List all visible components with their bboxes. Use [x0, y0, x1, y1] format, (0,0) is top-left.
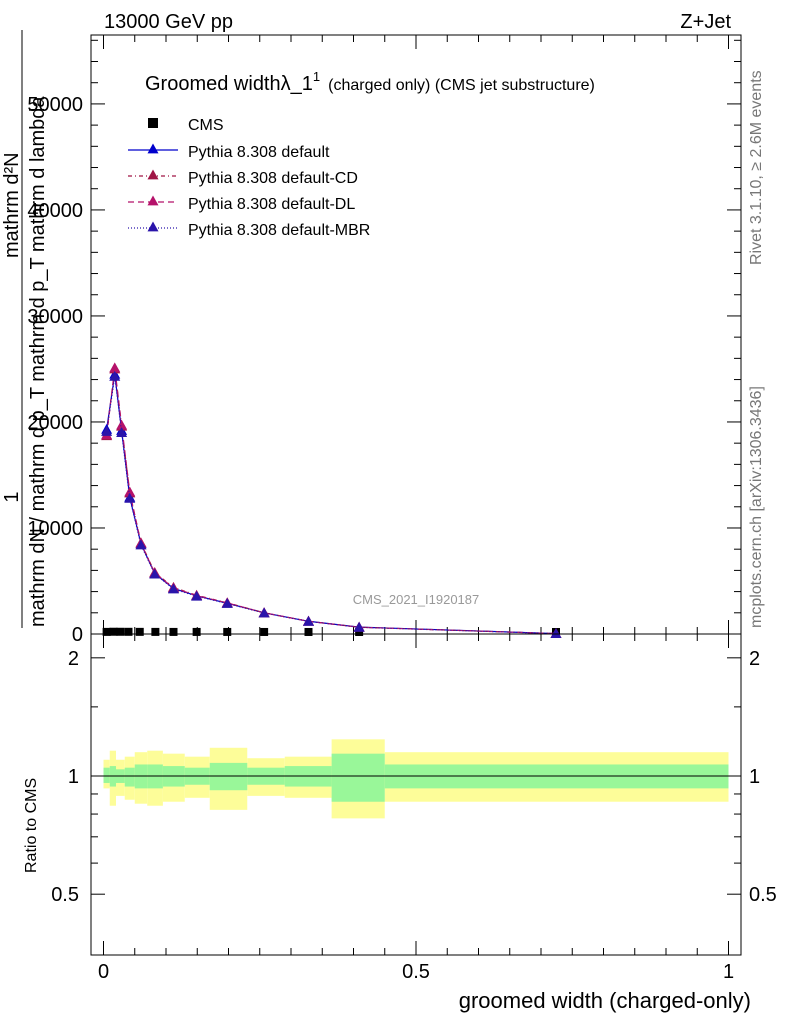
ratio-plot-panel: 0.5 0.51 12 2 0 0.5 1 [51, 633, 777, 983]
main-plot-panel: 0 10000 20000 30000 40000 50000 CMS_2021_I192… [27, 34, 742, 646]
cms-data-point [192, 627, 201, 636]
x-tick-label: 1 [723, 961, 734, 983]
cms-data-point [151, 627, 160, 636]
ratio-band-inner [103, 767, 110, 783]
ratio-y-ticks: 0.5 0.5 1 1 2 2 [51, 648, 777, 906]
series-marker [109, 370, 121, 381]
series-marker [124, 492, 136, 503]
watermark-label: CMS_2021_I1920187 [353, 592, 480, 607]
header-right-label: Z+Jet [680, 11, 731, 33]
ratio-band-inner [209, 762, 248, 791]
series-marker [124, 486, 136, 497]
ratio-bands [103, 739, 729, 819]
ratio-y-tick-label: 0.5 [51, 884, 79, 906]
series-marker [550, 628, 562, 638]
cms-data-point [109, 627, 118, 636]
legend-marker [147, 143, 159, 154]
ratio-y-tick-label-right: 1 [749, 766, 760, 788]
header-left-label: 13000 GeV pp [104, 11, 233, 33]
ratio-y-tick-label: 1 [68, 766, 79, 788]
main-y-ticks: 0 10000 20000 30000 40000 50000 [27, 39, 741, 646]
rivet-version-label: Rivet 3.1.10, ≥ 2.6M events [748, 70, 765, 265]
legend-label: Pythia 8.308 default-CD [188, 170, 358, 187]
ratio-y-tick-label-right: 2 [749, 648, 760, 670]
x-tick-label: 0.5 [402, 961, 430, 983]
series-marker [101, 426, 113, 436]
legend-label: Pythia 8.308 default-MBR [188, 222, 370, 239]
y-tick-label: 50000 [27, 94, 83, 116]
y-tick-label: 20000 [27, 412, 83, 434]
series-marker [168, 583, 179, 594]
y-tick-label: 10000 [27, 518, 83, 540]
series-marker [353, 621, 365, 632]
legend-marker [147, 195, 159, 206]
cms-data-point [124, 627, 133, 636]
plot-title-main: Groomed widthλ_1 [145, 73, 313, 95]
series-line [106, 368, 557, 635]
series-marker [135, 539, 147, 550]
cms-data-point [260, 627, 269, 636]
cms-data-point [169, 627, 178, 636]
series-marker [116, 419, 128, 430]
legend-label: Pythia 8.308 default [188, 144, 330, 161]
y-label-denominator: mathrm dN / mathrm d p_T mathrm d p_T ma… [27, 96, 49, 627]
plot-title-sup: 1 [313, 69, 320, 84]
legend-label: Pythia 8.308 default-DL [188, 196, 355, 213]
legend-marker [147, 169, 159, 180]
legend-marker [147, 221, 159, 232]
series-line [106, 367, 557, 635]
y-tick-label: 0 [72, 624, 83, 646]
series-marker [221, 597, 233, 608]
y-label-top: mathrm d²N [1, 152, 23, 258]
cms-data-point [102, 627, 111, 636]
legend: CMS Pythia 8.308 default Pythia 8.308 defa… [128, 117, 370, 239]
series-line [106, 376, 557, 635]
series-marker [149, 568, 161, 579]
series-marker [116, 427, 128, 437]
x-axis-label: groomed width (charged-only) [459, 988, 751, 1013]
ratio-band-inner [124, 767, 135, 787]
ratio-band-inner [331, 753, 385, 802]
ratio-x-ticks: 0 0.5 1 [98, 634, 734, 983]
x-tick-label: 0 [98, 961, 109, 983]
mcplots-label: mcplots.cern.ch [arXiv:1306.3436] [748, 386, 765, 628]
y-tick-label: 40000 [27, 200, 83, 222]
y-label-one: 1 [1, 491, 23, 502]
series-line [106, 374, 557, 635]
series-marker [303, 615, 314, 626]
ratio-y-axis-label: Ratio to CMS [23, 778, 40, 873]
legend-label: CMS [188, 117, 224, 134]
cms-data-point [304, 627, 313, 636]
cms-data-point [135, 627, 144, 636]
main-y-axis-label: 1 mathrm dN / mathrm d p_T mathrm d p_T … [1, 30, 49, 628]
series-marker [109, 362, 121, 373]
plot-title: Groomed widthλ_11 (charged only) (CMS jet… [145, 69, 595, 95]
plot-title-rest: (charged only) (CMS jet substructure) [328, 77, 595, 94]
series-marker [191, 590, 203, 601]
legend-marker-cms [148, 118, 158, 128]
cms-data-point [116, 627, 125, 636]
main-series-group [101, 362, 562, 638]
ratio-y-tick-label: 2 [68, 648, 79, 670]
series-marker [258, 607, 270, 618]
ratio-y-tick-label-right: 0.5 [749, 884, 777, 906]
y-tick-label: 30000 [27, 306, 83, 328]
cms-data-point [223, 627, 232, 636]
cms-data-point [355, 627, 364, 636]
